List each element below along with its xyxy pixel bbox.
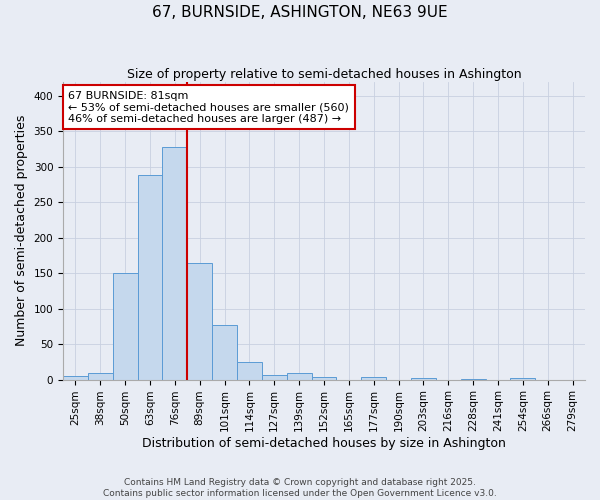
Bar xyxy=(187,262,212,380)
Title: Size of property relative to semi-detached houses in Ashington: Size of property relative to semi-detach… xyxy=(127,68,521,80)
X-axis label: Distribution of semi-detached houses by size in Ashington: Distribution of semi-detached houses by … xyxy=(142,437,506,450)
Text: Contains HM Land Registry data © Crown copyright and database right 2025.
Contai: Contains HM Land Registry data © Crown c… xyxy=(103,478,497,498)
Bar xyxy=(262,376,287,380)
Bar xyxy=(88,373,113,380)
Bar xyxy=(137,174,163,380)
Text: 67 BURNSIDE: 81sqm
← 53% of semi-detached houses are smaller (560)
46% of semi-d: 67 BURNSIDE: 81sqm ← 53% of semi-detache… xyxy=(68,90,349,124)
Bar xyxy=(63,376,88,380)
Y-axis label: Number of semi-detached properties: Number of semi-detached properties xyxy=(15,115,28,346)
Bar xyxy=(212,325,237,380)
Bar xyxy=(461,379,485,380)
Bar xyxy=(113,273,137,380)
Text: 67, BURNSIDE, ASHINGTON, NE63 9UE: 67, BURNSIDE, ASHINGTON, NE63 9UE xyxy=(152,5,448,20)
Bar xyxy=(511,378,535,380)
Bar xyxy=(163,147,187,380)
Bar xyxy=(311,378,337,380)
Bar xyxy=(411,378,436,380)
Bar xyxy=(237,362,262,380)
Bar xyxy=(361,377,386,380)
Bar xyxy=(287,373,311,380)
